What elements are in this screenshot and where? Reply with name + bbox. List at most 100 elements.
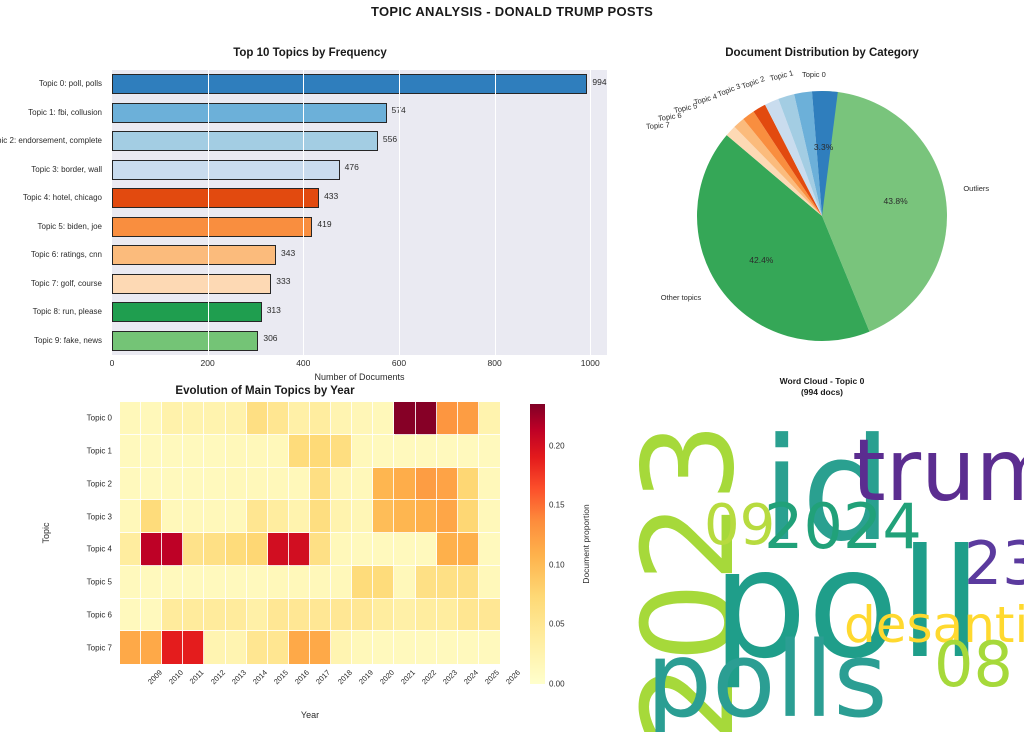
- heatmap-cell[interactable]: [246, 499, 269, 534]
- heatmap-cell[interactable]: [478, 401, 501, 436]
- heatmap-cell[interactable]: [267, 630, 290, 665]
- heatmap-cell[interactable]: [309, 532, 332, 567]
- heatmap-cell[interactable]: [140, 434, 163, 468]
- heatmap-cell[interactable]: [288, 565, 311, 599]
- heatmap-cell[interactable]: [267, 499, 290, 534]
- heatmap-cell[interactable]: [140, 565, 163, 599]
- bar-chart-bar-row[interactable]: 994: [112, 70, 607, 99]
- heatmap-cell[interactable]: [267, 598, 290, 632]
- heatmap-cell[interactable]: [330, 434, 353, 468]
- heatmap-cell[interactable]: [436, 532, 459, 567]
- heatmap-cell[interactable]: [246, 434, 269, 468]
- heatmap-cell[interactable]: [246, 565, 269, 599]
- bar-chart-bar[interactable]: [112, 102, 387, 123]
- heatmap-cell[interactable]: [478, 565, 501, 599]
- heatmap-cell[interactable]: [457, 598, 480, 632]
- bar-chart-bar-row[interactable]: 333: [112, 270, 607, 299]
- heatmap-cell[interactable]: [161, 467, 184, 501]
- heatmap-cell[interactable]: [415, 401, 438, 436]
- heatmap-cell[interactable]: [330, 401, 353, 436]
- heatmap-cell[interactable]: [330, 630, 353, 665]
- heatmap-cell[interactable]: [225, 467, 248, 501]
- heatmap-cell[interactable]: [478, 532, 501, 567]
- heatmap-cell[interactable]: [267, 434, 290, 468]
- bar-chart-bar[interactable]: [112, 330, 259, 351]
- heatmap-cell[interactable]: [203, 467, 227, 501]
- heatmap-cell[interactable]: [203, 499, 227, 534]
- heatmap-cell[interactable]: [140, 467, 163, 501]
- heatmap-cell[interactable]: [415, 598, 438, 632]
- bar-chart-bar[interactable]: [112, 245, 277, 265]
- heatmap-cell[interactable]: [182, 499, 205, 534]
- heatmap-cell[interactable]: [119, 401, 142, 436]
- heatmap-cell[interactable]: [393, 434, 417, 468]
- heatmap-cell[interactable]: [225, 434, 248, 468]
- heatmap-cell[interactable]: [203, 532, 227, 567]
- heatmap-cell[interactable]: [288, 598, 311, 632]
- heatmap-cell[interactable]: [267, 467, 290, 501]
- pie-slice[interactable]: [734, 118, 822, 216]
- heatmap-cell[interactable]: [393, 401, 417, 436]
- heatmap-cell[interactable]: [457, 532, 480, 567]
- heatmap-cell[interactable]: [351, 565, 374, 599]
- heatmap-cell[interactable]: [288, 434, 311, 468]
- heatmap-cell[interactable]: [393, 467, 417, 501]
- heatmap-cell[interactable]: [351, 467, 374, 501]
- heatmap-cell[interactable]: [436, 630, 459, 665]
- bar-chart-bar-row[interactable]: 433: [112, 184, 607, 213]
- heatmap-cell[interactable]: [436, 467, 459, 501]
- heatmap-cell[interactable]: [203, 434, 227, 468]
- heatmap-cell[interactable]: [246, 401, 269, 436]
- heatmap-cell[interactable]: [203, 401, 227, 436]
- heatmap-cell[interactable]: [372, 434, 395, 468]
- heatmap-cell[interactable]: [351, 630, 374, 665]
- heatmap-cell[interactable]: [161, 499, 184, 534]
- pie-slice[interactable]: [794, 91, 822, 216]
- heatmap-cell[interactable]: [203, 598, 227, 632]
- heatmap-cell[interactable]: [225, 598, 248, 632]
- heatmap-cell[interactable]: [457, 467, 480, 501]
- heatmap-cell[interactable]: [330, 499, 353, 534]
- heatmap-cell[interactable]: [225, 532, 248, 567]
- heatmap-cell[interactable]: [225, 401, 248, 436]
- pie-slice[interactable]: [822, 91, 947, 332]
- bar-chart-bar-row[interactable]: 306: [112, 327, 607, 356]
- bar-chart-bar-row[interactable]: 313: [112, 298, 607, 327]
- heatmap-cell[interactable]: [288, 467, 311, 501]
- heatmap-cell[interactable]: [246, 467, 269, 501]
- heatmap-cell[interactable]: [351, 499, 374, 534]
- pie-slice[interactable]: [811, 91, 838, 216]
- heatmap-cell[interactable]: [119, 532, 142, 567]
- heatmap-cell[interactable]: [267, 565, 290, 599]
- heatmap-cell[interactable]: [351, 598, 374, 632]
- bar-chart-bar[interactable]: [112, 131, 378, 151]
- bar-chart-bar-row[interactable]: 476: [112, 156, 607, 185]
- heatmap-cell[interactable]: [436, 499, 459, 534]
- heatmap-cell[interactable]: [161, 532, 184, 567]
- heatmap-cell[interactable]: [436, 401, 459, 436]
- heatmap-cell[interactable]: [415, 532, 438, 567]
- heatmap-cell[interactable]: [372, 630, 395, 665]
- heatmap-cell[interactable]: [330, 532, 353, 567]
- heatmap-cell[interactable]: [267, 401, 290, 436]
- heatmap-cell[interactable]: [457, 565, 480, 599]
- heatmap-cell[interactable]: [119, 434, 142, 468]
- pie-slice[interactable]: [743, 111, 822, 216]
- heatmap-cell[interactable]: [351, 532, 374, 567]
- heatmap-cell[interactable]: [246, 532, 269, 567]
- heatmap-cell[interactable]: [140, 401, 163, 436]
- heatmap-cell[interactable]: [351, 434, 374, 468]
- heatmap-cell[interactable]: [309, 401, 332, 436]
- heatmap-cell[interactable]: [393, 532, 417, 567]
- heatmap-cell[interactable]: [182, 532, 205, 567]
- heatmap-cell[interactable]: [140, 630, 163, 665]
- heatmap-cell[interactable]: [436, 598, 459, 632]
- pie-slice[interactable]: [697, 135, 870, 341]
- bar-chart-bar[interactable]: [112, 74, 588, 94]
- heatmap-cell[interactable]: [436, 565, 459, 599]
- heatmap-cell[interactable]: [182, 630, 205, 665]
- bar-chart-bar[interactable]: [112, 273, 272, 294]
- heatmap-cell[interactable]: [372, 467, 395, 501]
- heatmap-cell[interactable]: [182, 565, 205, 599]
- heatmap-cell[interactable]: [161, 434, 184, 468]
